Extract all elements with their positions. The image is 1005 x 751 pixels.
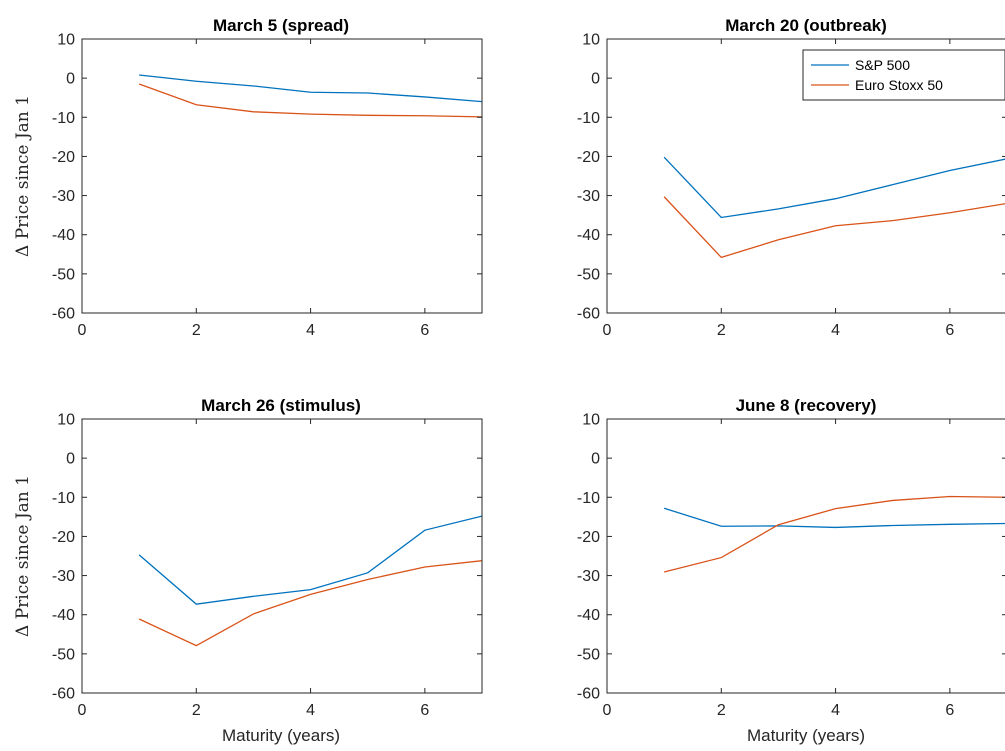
y-tick-label: -20	[577, 149, 600, 166]
y-tick-label: -40	[52, 607, 75, 624]
x-tick-label: 0	[78, 322, 87, 339]
y-tick-label: 0	[591, 451, 600, 468]
x-tick-label: 6	[945, 702, 954, 719]
legend-entry: S&P 500	[855, 57, 910, 73]
y-tick-label: -60	[577, 306, 600, 323]
axes-box	[606, 418, 1005, 694]
y-tick-label: -60	[52, 306, 75, 323]
x-tick-label: 0	[603, 702, 612, 719]
y-tick-label: -50	[52, 266, 75, 283]
y-tick-label: -10	[52, 490, 75, 507]
y-axis-label: Δ Price since Jan 1	[13, 475, 33, 637]
legend-box	[802, 49, 1005, 101]
series-line-sp500	[663, 507, 1005, 529]
y-tick-label: 0	[591, 71, 600, 88]
y-tick-label: -20	[52, 149, 75, 166]
y-tick-label: -10	[577, 490, 600, 507]
series-line-eurostoxx50	[138, 83, 482, 118]
series-line-eurostoxx50	[138, 560, 482, 647]
series-line-eurostoxx50	[663, 495, 1005, 573]
series-line-sp500	[139, 74, 482, 103]
y-tick-label: -60	[52, 686, 75, 703]
y-tick-label: -50	[577, 266, 600, 283]
y-tick-label: 0	[66, 71, 75, 88]
series-line-sp500	[663, 156, 1005, 219]
y-tick-label: -10	[52, 110, 75, 127]
y-tick-label: -50	[577, 646, 600, 663]
y-tick-label: 10	[57, 412, 75, 429]
y-tick-label: -40	[52, 227, 75, 244]
y-tick-label: -30	[577, 188, 600, 205]
chart-title: June 8 (recovery)	[736, 396, 877, 415]
x-axis-label: Maturity (years)	[222, 726, 340, 745]
x-tick-label: 6	[420, 702, 429, 719]
series-line-sp500	[138, 515, 482, 605]
axes-box	[81, 418, 483, 694]
axes-box	[606, 38, 1005, 314]
y-tick-label: -40	[577, 227, 600, 244]
y-tick-label: 10	[57, 32, 75, 49]
x-tick-label: 2	[192, 322, 201, 339]
y-tick-label: -30	[52, 188, 75, 205]
x-tick-label: 2	[717, 702, 726, 719]
y-tick-label: -60	[577, 686, 600, 703]
y-tick-label: -40	[577, 607, 600, 624]
x-tick-label: 4	[306, 322, 315, 339]
y-tick-label: 10	[582, 412, 600, 429]
y-tick-label: -10	[577, 110, 600, 127]
chart-title: March 5 (spread)	[213, 16, 349, 35]
legend-entry: Euro Stoxx 50	[855, 77, 943, 93]
y-tick-label: -30	[577, 568, 600, 585]
y-tick-label: 0	[66, 451, 75, 468]
axes-box	[81, 38, 483, 314]
y-axis-label: Δ Price since Jan 1	[13, 95, 33, 257]
x-tick-label: 6	[420, 322, 429, 339]
x-tick-label: 4	[831, 702, 840, 719]
chart-title: March 20 (outbreak)	[725, 16, 887, 35]
x-tick-label: 2	[192, 702, 201, 719]
x-tick-label: 0	[603, 322, 612, 339]
x-tick-label: 0	[78, 702, 87, 719]
y-tick-label: -20	[52, 529, 75, 546]
x-tick-label: 2	[717, 322, 726, 339]
x-tick-label: 4	[306, 702, 315, 719]
y-tick-label: -20	[577, 529, 600, 546]
series-line-eurostoxx50	[663, 196, 1005, 259]
x-tick-label: 6	[945, 322, 954, 339]
chart-title: March 26 (stimulus)	[201, 396, 361, 415]
y-tick-label: -30	[52, 568, 75, 585]
y-tick-label: -50	[52, 646, 75, 663]
x-axis-label: Maturity (years)	[747, 726, 865, 745]
y-tick-label: 10	[582, 32, 600, 49]
legend: S&P 500 Euro Stoxx 50	[802, 49, 1005, 101]
x-tick-label: 4	[831, 322, 840, 339]
